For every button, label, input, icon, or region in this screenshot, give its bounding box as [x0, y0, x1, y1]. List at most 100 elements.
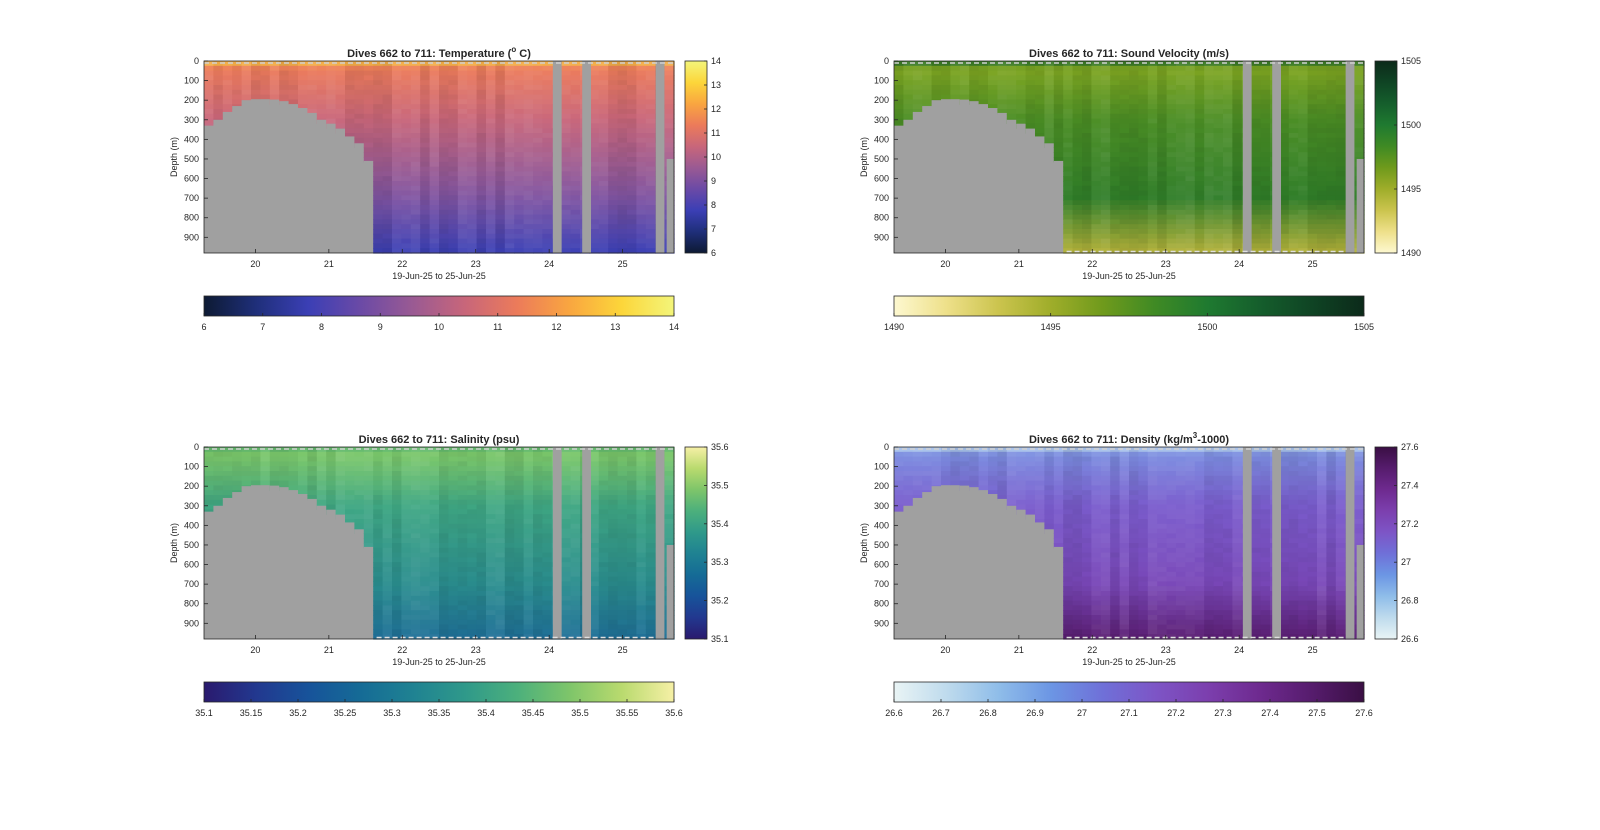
heatmap-cell: [335, 65, 346, 72]
heatmap-cell: [504, 229, 515, 235]
heatmap-cell: [288, 89, 299, 96]
heatmap-cell: [533, 166, 543, 172]
heatmap-cell: [448, 75, 459, 81]
heatmap-cell: [420, 624, 431, 630]
heatmap-cell: [514, 137, 525, 144]
heatmap-cell: [523, 209, 534, 216]
heatmap-cell: [1147, 137, 1158, 144]
heatmap-cell: [326, 70, 337, 76]
heatmap-cell: [523, 133, 534, 139]
heatmap-cell: [959, 475, 970, 482]
heatmap-cell: [997, 80, 1008, 86]
heatmap-cell: [392, 514, 402, 520]
heatmap-cell: [1025, 509, 1036, 515]
heatmap-cell: [1185, 209, 1196, 216]
heatmap-cell: [363, 480, 374, 486]
heatmap-cell: [1110, 214, 1121, 220]
heatmap-cell: [1129, 190, 1139, 196]
heatmap-cell: [542, 205, 553, 211]
heatmap-cell: [222, 80, 233, 86]
heatmap-cell: [988, 490, 998, 496]
heatmap-cell: [1091, 195, 1102, 201]
heatmap-cell: [410, 171, 421, 177]
heatmap-cell: [514, 109, 525, 115]
heatmap-cell: [589, 185, 600, 192]
heatmap-cell: [354, 94, 365, 100]
heatmap-cell: [1044, 113, 1055, 120]
heatmap-cell: [1279, 123, 1290, 129]
heatmap-cell: [486, 571, 496, 578]
heatmap-cell: [476, 447, 487, 453]
heatmap-cell: [950, 65, 961, 72]
heatmap-cell: [1166, 205, 1177, 211]
heatmap-cell: [589, 65, 600, 72]
heatmap-cell: [533, 161, 543, 168]
heatmap-cell: [373, 94, 384, 100]
heatmap-cell: [1260, 224, 1271, 230]
heatmap-cell: [1317, 94, 1327, 100]
heatmap-cell: [1317, 200, 1327, 206]
heatmap-cell: [401, 533, 412, 539]
heatmap-cell: [894, 451, 904, 458]
heatmap-cell: [617, 499, 628, 506]
heatmap-cell: [598, 523, 609, 530]
heatmap-cell: [523, 85, 534, 91]
heatmap-cell: [561, 514, 572, 520]
heatmap-cell: [997, 447, 1008, 453]
heatmap-cell: [589, 205, 600, 211]
heatmap-cell: [457, 248, 468, 254]
heatmap-cell: [1129, 70, 1139, 76]
heatmap-cell: [645, 552, 656, 558]
heatmap-cell: [570, 171, 581, 177]
horizontal-colorbar-tick-label: 12: [551, 322, 561, 332]
heatmap-cell: [636, 133, 647, 139]
heatmap-cell: [420, 142, 431, 148]
heatmap-cell: [410, 499, 421, 506]
heatmap-cell: [316, 70, 327, 76]
heatmap-cell: [617, 562, 628, 568]
heatmap-cell: [1317, 133, 1327, 139]
heatmap-cell: [561, 176, 572, 182]
heatmap-cell: [598, 85, 609, 91]
heatmap-cell: [1166, 147, 1177, 153]
heatmap-cell: [589, 224, 600, 230]
heatmap-cell: [542, 166, 553, 172]
heatmap-cell: [533, 595, 543, 602]
heatmap-cell: [429, 591, 440, 597]
heatmap-cell: [1044, 523, 1055, 530]
heatmap-cell: [598, 214, 609, 220]
heatmap-cell: [1298, 238, 1309, 244]
heatmap-cell: [420, 456, 431, 462]
heatmap-cell: [988, 89, 998, 96]
heatmap-cell: [392, 229, 402, 235]
heatmap-cell: [1194, 152, 1205, 158]
horizontal-colorbar-tick-label: 8: [319, 322, 324, 332]
heatmap-cell: [504, 118, 515, 124]
heatmap-cell: [1006, 456, 1017, 462]
heatmap-cell: [298, 85, 308, 91]
heatmap-cell: [1091, 219, 1102, 225]
heatmap-cell: [232, 80, 243, 86]
heatmap-cell: [401, 499, 412, 506]
heatmap-cell: [382, 591, 393, 597]
heatmap-cell: [988, 104, 998, 110]
heatmap-cell: [504, 576, 515, 582]
heatmap-cell: [1307, 85, 1318, 91]
heatmap-cell: [429, 485, 440, 491]
heatmap-cell: [1251, 118, 1262, 124]
heatmap-cell: [307, 447, 318, 453]
heatmap-cell: [561, 533, 572, 539]
heatmap-cell: [598, 629, 609, 635]
heatmap-cell: [1053, 490, 1064, 496]
heatmap-cell: [504, 624, 515, 630]
heatmap-cell: [1138, 229, 1149, 235]
heatmap-cell: [429, 113, 440, 120]
heatmap-cell: [1082, 157, 1092, 163]
heatmap-cell: [636, 485, 647, 491]
heatmap-cell: [1082, 205, 1092, 211]
heatmap-cell: [1072, 190, 1083, 196]
heatmap-cell: [589, 176, 600, 182]
no-data-cell: [288, 104, 299, 253]
heatmap-cell: [1260, 205, 1271, 211]
heatmap-cell: [570, 562, 581, 568]
